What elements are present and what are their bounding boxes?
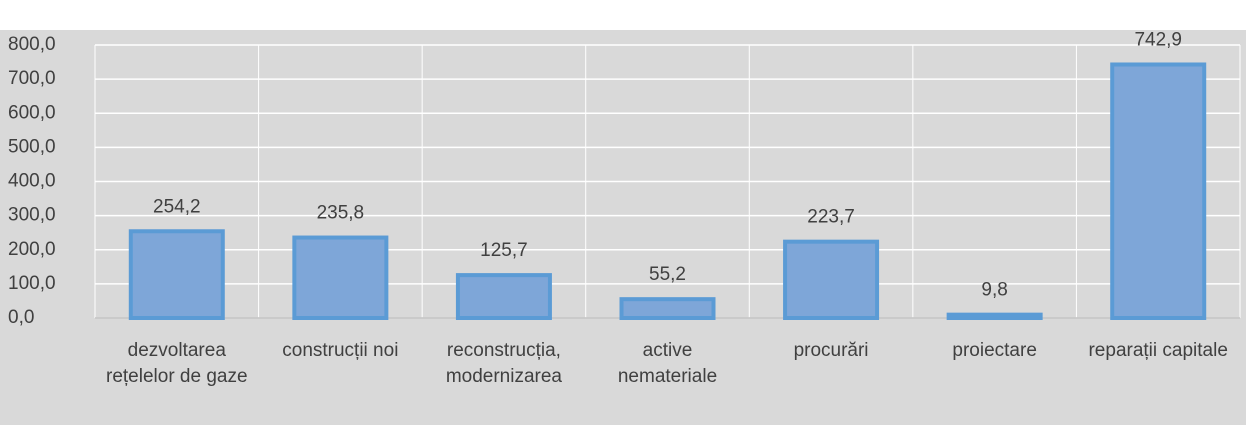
bar <box>619 297 716 320</box>
x-tick-label: dezvoltarea rețelelor de gaze <box>106 340 248 387</box>
data-label: 254,2 <box>153 196 201 217</box>
x-tick-label: procurări <box>793 340 869 361</box>
y-tick-label: 500,0 <box>8 136 56 157</box>
title-strip <box>0 0 1246 30</box>
y-tick-label: 600,0 <box>8 102 56 123</box>
bar <box>783 239 880 320</box>
bar <box>292 235 389 320</box>
y-tick-label: 800,0 <box>8 34 56 55</box>
x-tick-label: proiectare <box>952 340 1037 361</box>
bar <box>455 273 552 321</box>
data-label: 125,7 <box>480 240 528 261</box>
data-label: 223,7 <box>807 207 855 228</box>
x-tick-label: active nemateriale <box>617 340 718 387</box>
data-label: 742,9 <box>1134 30 1182 51</box>
y-tick-label: 700,0 <box>8 68 56 89</box>
data-label: 235,8 <box>317 203 365 224</box>
x-tick-label: reparații capitale <box>1088 340 1228 361</box>
y-tick-label: 300,0 <box>8 205 56 226</box>
x-tick-label: construcții noi <box>282 340 399 361</box>
bar <box>128 229 225 321</box>
y-tick-label: 400,0 <box>8 171 56 192</box>
x-tick-label: reconstrucția, modernizarea <box>445 340 562 387</box>
y-tick-label: 100,0 <box>8 273 56 294</box>
data-label: 55,2 <box>649 264 686 285</box>
y-tick-label: 200,0 <box>8 239 56 260</box>
bar <box>1110 62 1207 320</box>
y-tick-label: 0,0 <box>8 307 34 328</box>
bar <box>946 312 1043 321</box>
data-label: 9,8 <box>981 280 1007 301</box>
